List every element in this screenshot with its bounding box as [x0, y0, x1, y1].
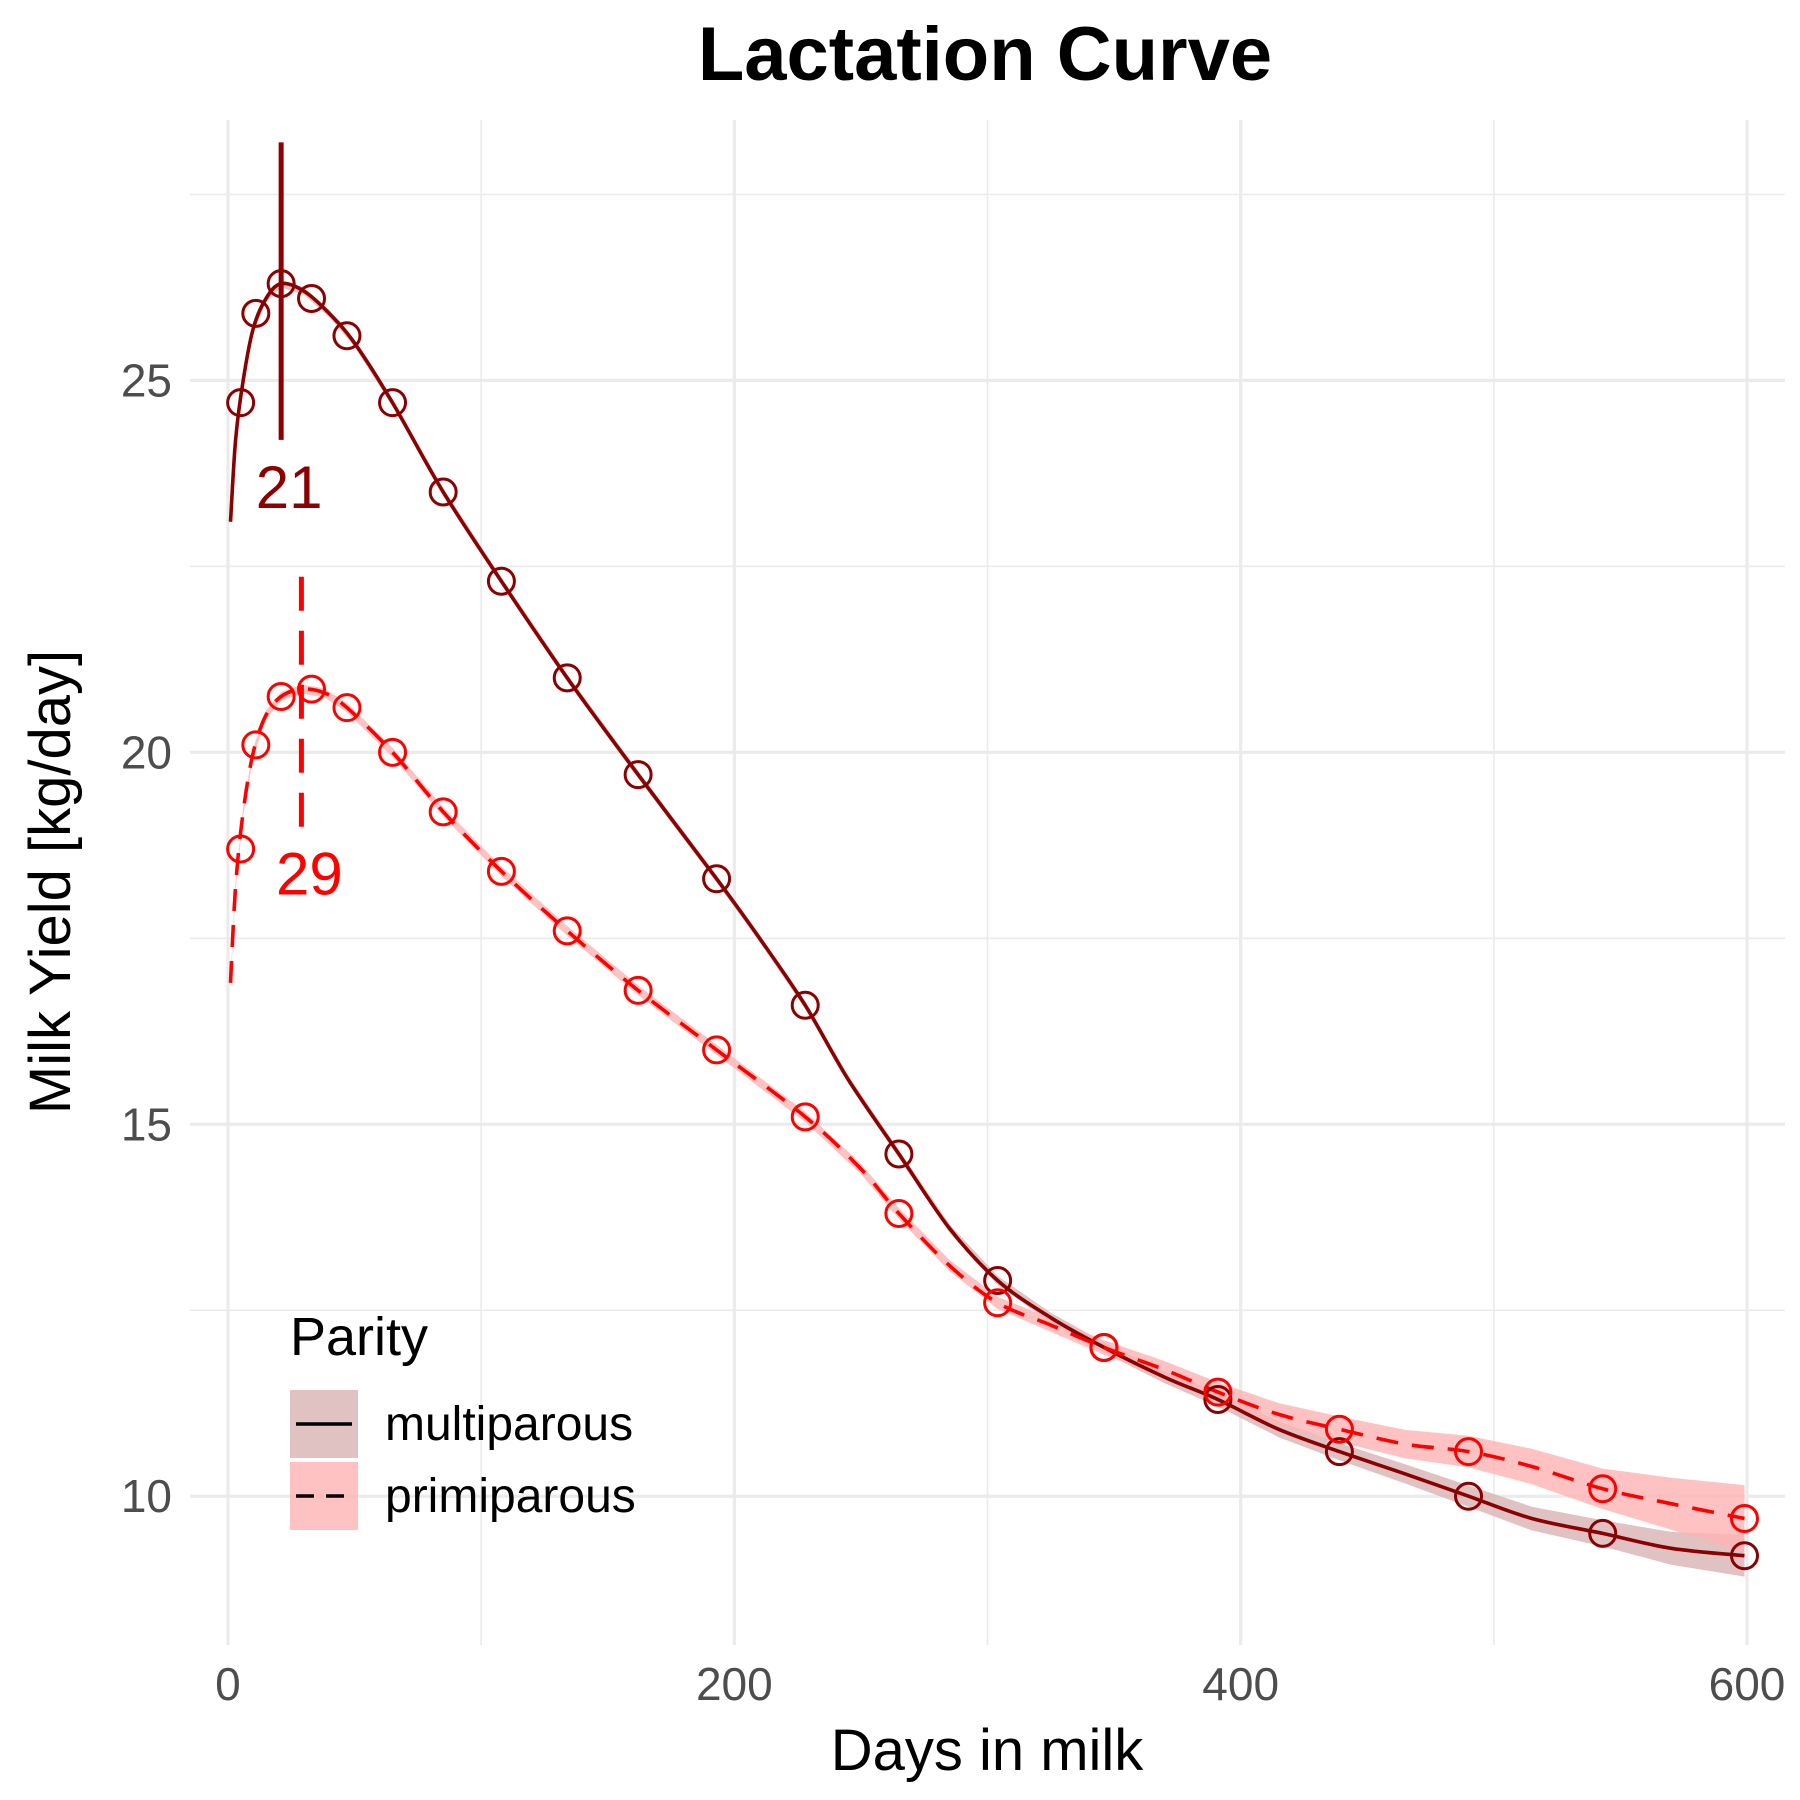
multiparous-data-point — [790, 990, 820, 1020]
multiparous-data-point — [266, 269, 296, 299]
primiparous-data-point — [1089, 1332, 1119, 1362]
y-tick-label: 15 — [121, 1098, 172, 1150]
primiparous-data-point — [297, 674, 327, 704]
x-tick-label: 600 — [1709, 1658, 1786, 1710]
primiparous-data-point — [428, 797, 458, 827]
multiparous-data-point — [1729, 1541, 1759, 1571]
multiparous-data-point — [378, 388, 408, 418]
multiparous-data-point — [1588, 1518, 1618, 1548]
fit-lines — [228, 281, 1745, 1558]
grid-lines — [190, 120, 1785, 1645]
multiparous-data-point — [297, 284, 327, 314]
multiparous-fit-line — [228, 281, 1745, 1558]
primiparous-data-point — [1324, 1414, 1354, 1444]
primiparous-data-point — [623, 975, 653, 1005]
multiparous-data-point — [884, 1139, 914, 1169]
multiparous-peak-label: 21 — [256, 454, 323, 521]
multiparous-data-point — [428, 477, 458, 507]
primiparous-data-point — [552, 916, 582, 946]
chart-title: Lactation Curve — [698, 12, 1272, 97]
y-tick-label: 25 — [121, 354, 172, 406]
x-tick-label: 200 — [696, 1658, 773, 1710]
primiparous-legend-label: primiparous — [385, 1470, 636, 1523]
primiparous-data-point — [1203, 1377, 1233, 1407]
legend-title: Parity — [290, 1307, 428, 1367]
peak-markers: 21 29 — [256, 142, 343, 908]
primiparous-data-point — [226, 834, 256, 864]
primiparous-data-point — [486, 856, 516, 886]
primiparous-fit-line — [228, 687, 1745, 1521]
primiparous-peak-label: 29 — [276, 841, 343, 908]
primiparous-data-point — [266, 682, 296, 712]
y-axis-title: Milk Yield [kg/day] — [18, 650, 83, 1114]
primiparous-data-point — [1729, 1504, 1759, 1534]
primiparous-data-point — [702, 1035, 732, 1065]
multiparous-data-point — [552, 663, 582, 693]
primiparous-data-point — [1454, 1437, 1484, 1467]
y-tick-label: 10 — [121, 1470, 172, 1522]
primiparous-data-point — [983, 1288, 1013, 1318]
multiparous-data-point — [983, 1265, 1013, 1295]
multiparous-data-point — [702, 864, 732, 894]
tick-labels: 0 200 400 600 10 15 20 25 — [121, 354, 1786, 1710]
multiparous-data-point — [486, 566, 516, 596]
multiparous-data-point — [1454, 1481, 1484, 1511]
primiparous-data-point — [1588, 1474, 1618, 1504]
data-points — [226, 269, 1759, 1571]
x-tick-label: 400 — [1202, 1658, 1279, 1710]
multiparous-data-point — [226, 388, 256, 418]
primiparous-data-point — [241, 730, 271, 760]
x-axis-title: Days in milk — [831, 1718, 1145, 1783]
x-tick-label: 0 — [215, 1658, 241, 1710]
multiparous-data-point — [332, 321, 362, 351]
primiparous-data-point — [378, 737, 408, 767]
primiparous-data-point — [790, 1102, 820, 1132]
multiparous-data-point — [1203, 1385, 1233, 1415]
primiparous-data-point — [884, 1199, 914, 1229]
multiparous-data-point — [1324, 1437, 1354, 1467]
multiparous-data-point — [623, 760, 653, 790]
legend: Parity multiparous primiparous — [290, 1307, 636, 1530]
primiparous-data-point — [332, 693, 362, 723]
multiparous-data-point — [241, 298, 271, 328]
multiparous-legend-label: multiparous — [385, 1398, 633, 1451]
y-tick-label: 20 — [121, 726, 172, 778]
